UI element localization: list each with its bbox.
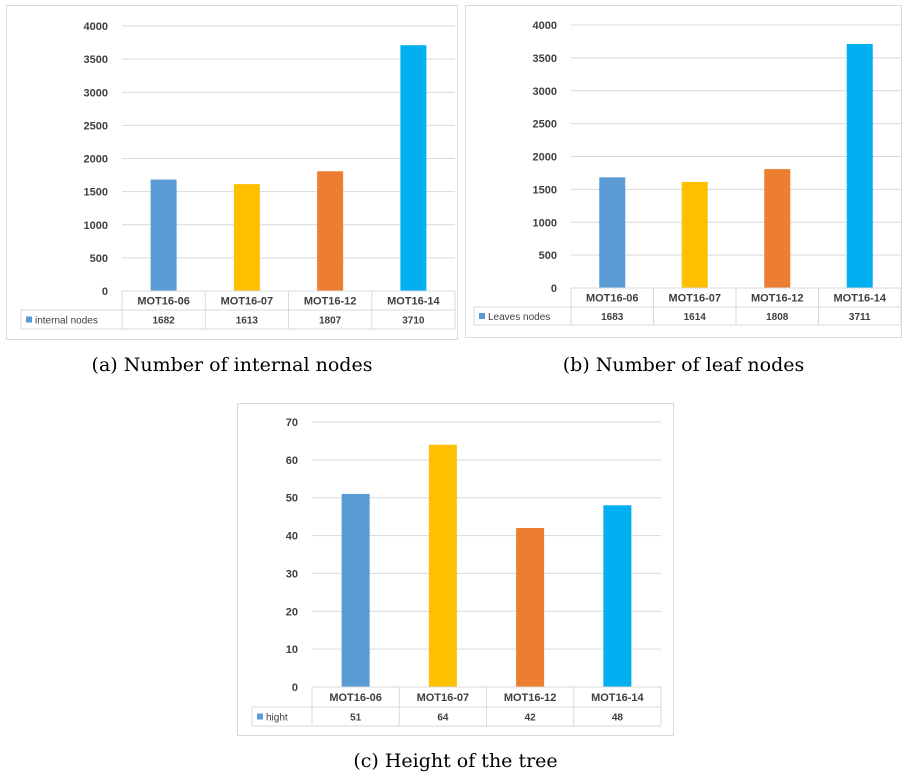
y-tick-label: 1000 <box>84 220 108 232</box>
category-label: MOT16-07 <box>668 293 721 305</box>
bar-mot16-07 <box>681 181 708 288</box>
data-label: 42 <box>525 713 537 724</box>
caption-a: (a) Number of internal nodes <box>91 354 373 376</box>
category-label: MOT16-06 <box>586 293 639 305</box>
y-tick-label: 2000 <box>84 154 108 166</box>
y-tick-label: 0 <box>102 286 108 298</box>
y-tick-label: 4000 <box>533 20 557 32</box>
category-label: MOT16-12 <box>504 692 557 704</box>
data-label: 1613 <box>236 316 259 327</box>
legend-marker <box>26 316 32 323</box>
y-tick-label: 20 <box>286 606 298 618</box>
data-label: 3711 <box>849 312 871 323</box>
y-tick-label: 3500 <box>84 54 108 66</box>
category-label: MOT16-07 <box>221 296 274 308</box>
data-label: 64 <box>437 713 449 724</box>
data-label: 1807 <box>319 316 342 327</box>
y-tick-label: 40 <box>286 531 298 543</box>
legend-series-name: internal nodes <box>35 316 98 327</box>
y-tick-label: 30 <box>286 568 298 580</box>
bar-mot16-07 <box>428 444 457 687</box>
y-tick-label: 1000 <box>533 217 557 229</box>
category-label: MOT16-07 <box>417 692 470 704</box>
y-tick-label: 500 <box>90 253 108 265</box>
caption-b: (b) Number of leaf nodes <box>562 354 805 376</box>
data-label: 1808 <box>766 312 789 323</box>
category-label: MOT16-14 <box>387 296 440 308</box>
y-tick-label: 4000 <box>84 21 108 33</box>
legend-series-name: hight <box>266 713 288 724</box>
y-tick-label: 1500 <box>533 184 557 196</box>
y-tick-label: 3000 <box>84 87 108 99</box>
y-tick-label: 0 <box>551 283 557 295</box>
bar-mot16-12 <box>764 169 791 288</box>
y-tick-label: 10 <box>286 644 298 656</box>
bar-mot16-12 <box>317 171 344 291</box>
y-tick-label: 70 <box>286 417 298 429</box>
y-tick-label: 50 <box>286 493 298 505</box>
data-label: 48 <box>612 713 624 724</box>
data-label: 1614 <box>684 312 707 323</box>
y-tick-label: 60 <box>286 455 298 467</box>
bar-mot16-14 <box>603 505 632 687</box>
bar-mot16-14 <box>400 45 427 292</box>
data-label: 1683 <box>601 312 624 323</box>
category-label: MOT16-12 <box>304 296 357 308</box>
chart-c: 0 10 20 30 40 50 60 70 MOT16-06 51 MOT16-07 64 MOT16… <box>251 417 662 727</box>
category-label: MOT16-12 <box>751 293 804 305</box>
y-tick-label: 3500 <box>533 53 557 65</box>
data-label: 51 <box>350 713 362 724</box>
category-label: MOT16-06 <box>137 296 190 308</box>
legend-series-name: Leaves nodes <box>488 312 550 323</box>
chart-b: 0 500 1000 1500 2000 2500 3000 3500 4000 MOT16-06… <box>473 20 902 326</box>
y-tick-label: 500 <box>539 250 557 262</box>
y-tick-label: 2500 <box>84 120 108 132</box>
data-label: 1682 <box>153 316 176 327</box>
bar-mot16-14 <box>846 44 873 288</box>
legend-marker <box>479 313 485 319</box>
bar-mot16-06 <box>150 179 177 291</box>
category-label: MOT16-14 <box>591 692 644 704</box>
chart-b-frame: 0 500 1000 1500 2000 2500 3000 3500 4000 MOT16-06… <box>465 5 902 338</box>
chart-a-frame: 0 500 1000 1500 2000 2500 3000 3500 4000 MOT16-06… <box>6 5 458 340</box>
legend-marker <box>257 713 263 720</box>
bar-mot16-06 <box>341 493 370 687</box>
caption-c: (c) Height of the tree <box>353 750 558 772</box>
y-tick-label: 2000 <box>533 152 557 164</box>
bar-mot16-12 <box>516 528 545 687</box>
bar-mot16-07 <box>233 184 260 291</box>
category-label: MOT16-06 <box>329 692 382 704</box>
y-tick-label: 1500 <box>84 187 108 199</box>
y-tick-label: 2500 <box>533 119 557 131</box>
category-label: MOT16-14 <box>833 293 886 305</box>
bar-mot16-06 <box>599 177 626 288</box>
y-tick-label: 3000 <box>533 86 557 98</box>
data-label: 3710 <box>402 316 425 327</box>
chart-a: 0 500 1000 1500 2000 2500 3000 3500 4000 MOT16-06… <box>20 21 456 330</box>
chart-c-frame: 0 10 20 30 40 50 60 70 MOT16-06 51 MOT16-07 64 MOT16… <box>237 403 674 736</box>
y-tick-label: 0 <box>292 682 298 694</box>
